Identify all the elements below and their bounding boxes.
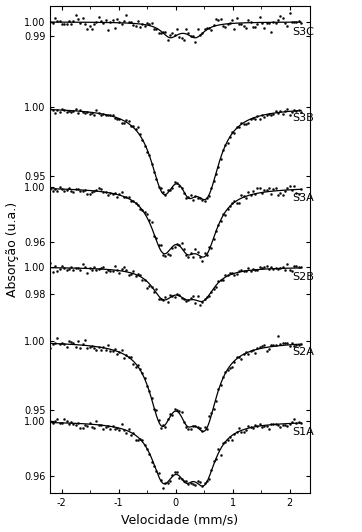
Text: S1A: S1A <box>292 427 314 437</box>
X-axis label: Velocidade (mm/s): Velocidade (mm/s) <box>122 513 239 527</box>
Text: S2B: S2B <box>292 272 315 282</box>
Y-axis label: Absorção (u.a.): Absorção (u.a.) <box>5 202 18 297</box>
Text: S3C: S3C <box>292 27 315 37</box>
Text: S3B: S3B <box>292 113 314 123</box>
Text: S3A: S3A <box>292 193 314 203</box>
Text: S2A: S2A <box>292 347 315 357</box>
